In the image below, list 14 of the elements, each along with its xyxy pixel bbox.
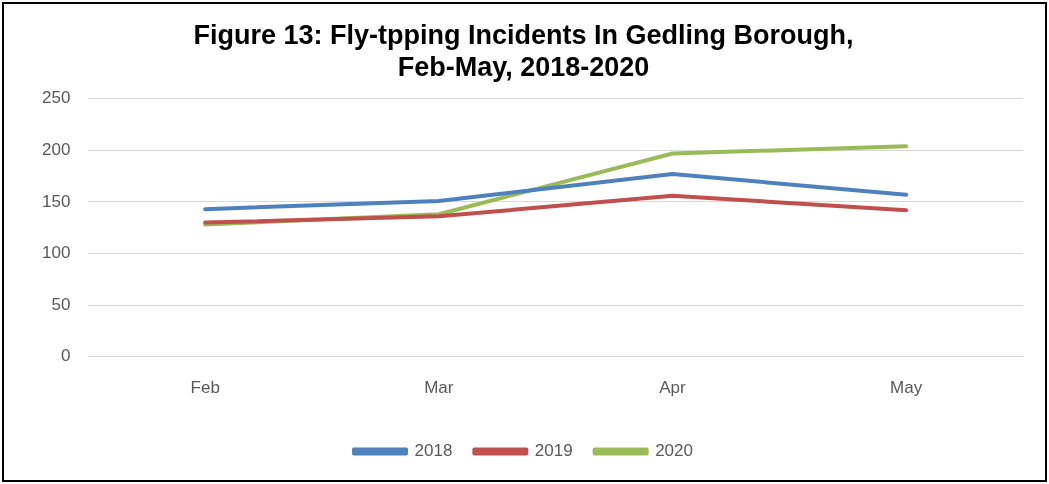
legend-label: 2018 (414, 441, 453, 461)
legend-label: 2019 (534, 441, 573, 461)
y-tick-label: 50 (51, 294, 71, 314)
y-tick-label: 250 (41, 88, 71, 108)
legend-label: 2020 (655, 441, 693, 461)
x-tick-label: May (890, 378, 923, 398)
y-tick-label: 150 (41, 191, 71, 211)
chart-title: Figure 13: Fly-tpping Incidents In Gedling Borough, Feb-May, 2018-2020 (193, 19, 854, 83)
y-tick-label: 0 (60, 346, 71, 366)
y-tick-label: 200 (41, 140, 71, 160)
x-tick-label: Feb (190, 378, 220, 398)
y-tick-label: 100 (41, 243, 71, 263)
x-tick-label: Apr (659, 378, 687, 398)
x-tick-label: Mar (424, 378, 454, 398)
